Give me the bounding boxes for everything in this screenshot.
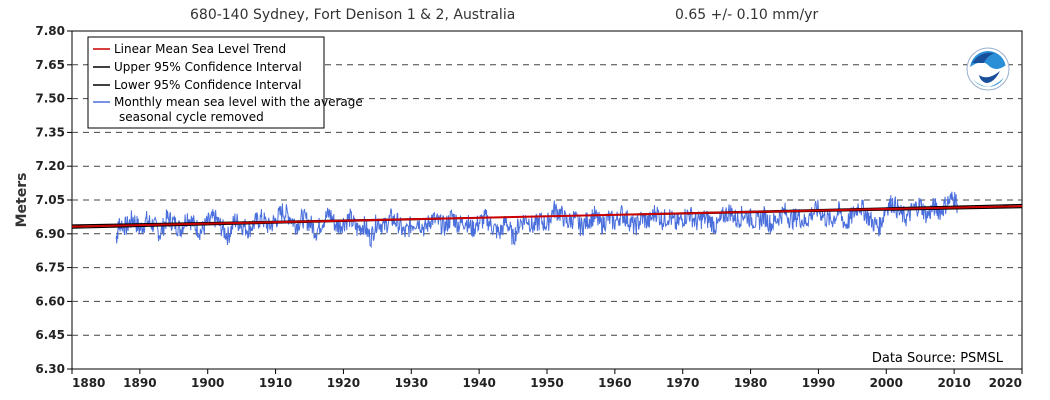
legend-item-linear-trend: Linear Mean Sea Level Trend xyxy=(114,42,286,56)
series-linear-trend-line xyxy=(71,205,1023,228)
x-tick-label: 1920 xyxy=(327,376,360,390)
x-tick-label: 2020 xyxy=(989,376,1022,390)
y-tick-label: 7.65 xyxy=(35,58,65,72)
x-tick-label: 1960 xyxy=(598,376,631,390)
y-tick-label: 6.30 xyxy=(35,362,65,376)
x-tick-label: 1900 xyxy=(191,376,224,390)
x-tick-label: 1940 xyxy=(462,376,495,390)
y-axis-ticks: 6.30 6.45 6.60 6.75 6.90 7.05 7.20 7.35 7.50 7.65… xyxy=(35,24,72,376)
trend-rate: 0.65 +/- 0.10 mm/yr xyxy=(675,7,818,23)
x-tick-label: 1890 xyxy=(123,376,156,390)
data-source: Data Source: PSMSL xyxy=(872,351,1004,366)
legend-box xyxy=(87,36,325,129)
y-tick-label: 7.05 xyxy=(35,193,65,207)
legend-item-upper-ci: Upper 95% Confidence Interval xyxy=(114,60,302,74)
series-monthly-mean-line xyxy=(115,191,959,249)
x-tick-label: 1980 xyxy=(734,376,767,390)
legend-item-monthly-mean: Monthly mean sea level with the average s… xyxy=(114,95,363,124)
y-tick-label: 7.80 xyxy=(35,24,65,38)
y-tick-label: 6.90 xyxy=(35,227,65,241)
x-tick-label: 2010 xyxy=(937,376,970,390)
x-tick-label: 1970 xyxy=(666,376,699,390)
x-tick-label: 1950 xyxy=(530,376,563,390)
y-tick-label: 7.50 xyxy=(35,92,65,106)
y-tick-label: 6.45 xyxy=(35,328,65,342)
x-tick-label: 2000 xyxy=(870,376,903,390)
y-tick-label: 7.20 xyxy=(35,159,65,173)
y-tick-label: 6.75 xyxy=(35,261,65,275)
x-tick-label: 1990 xyxy=(802,376,835,390)
y-tick-label: 6.60 xyxy=(35,294,65,308)
y-axis-label: Meters xyxy=(14,173,30,228)
x-tick-label: 1910 xyxy=(259,376,292,390)
x-tick-label: 1880 xyxy=(72,376,105,390)
chart-title: 680-140 Sydney, Fort Denison 1 & 2, Aust… xyxy=(190,7,515,23)
x-axis-ticks: 1880 1890 1900 1910 1920 1930 1940 1950 1960 1970… xyxy=(71,369,1023,390)
series-layer xyxy=(71,191,1023,249)
x-tick-label: 1930 xyxy=(395,376,428,390)
legend: Linear Mean Sea Level Trend Upper 95% Con… xyxy=(87,36,363,129)
y-tick-label: 7.35 xyxy=(35,125,65,139)
legend-item-lower-ci: Lower 95% Confidence Interval xyxy=(114,78,302,92)
noaa-logo xyxy=(966,47,1010,91)
